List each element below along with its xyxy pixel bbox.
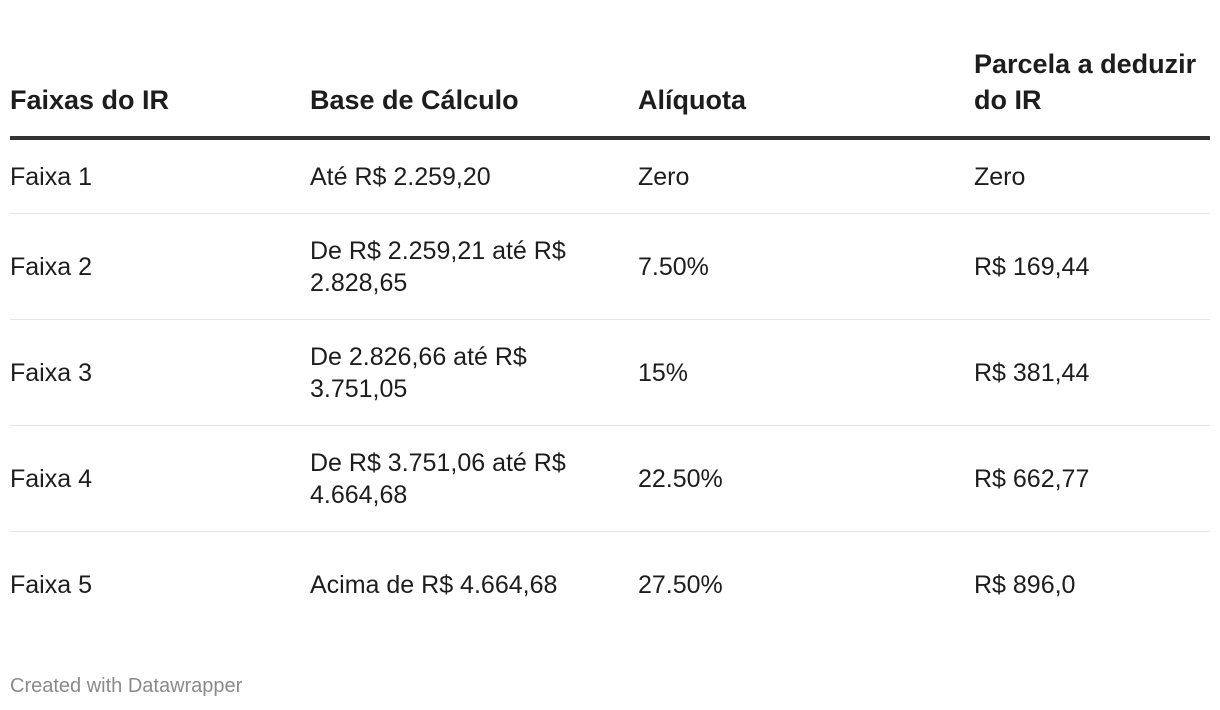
cell-faixa: Faixa 4 bbox=[10, 425, 310, 532]
tax-bracket-table: Faixas do IR Base de Cálculo Alíquota Pa… bbox=[10, 46, 1210, 637]
cell-text: R$ 169,44 bbox=[974, 252, 1090, 281]
cell-aliquota: 7.50% bbox=[638, 213, 974, 320]
cell-aliquota: 27.50% bbox=[638, 532, 974, 638]
cell-faixa: Faixa 3 bbox=[10, 319, 310, 426]
cell-base: Acima de R$ 4.664,68 bbox=[310, 532, 638, 638]
table-row: Faixa 1 Até R$ 2.259,20 Zero Zero bbox=[10, 138, 1210, 214]
cell-text: Zero bbox=[974, 162, 1026, 191]
cell-base: Até R$ 2.259,20 bbox=[310, 138, 638, 214]
cell-base: De R$ 2.259,21 até R$ 2.828,65 bbox=[310, 213, 638, 320]
cell-text: Zero bbox=[638, 162, 690, 191]
table-header: Faixas do IR Base de Cálculo Alíquota Pa… bbox=[10, 46, 1210, 140]
cell-faixa: Faixa 1 bbox=[10, 138, 310, 214]
header-row: Faixas do IR Base de Cálculo Alíquota Pa… bbox=[10, 46, 1210, 140]
cell-parcela: Zero bbox=[974, 138, 1210, 214]
table-row: Faixa 3 De 2.826,66 até R$ 3.751,05 15% … bbox=[10, 319, 1210, 426]
cell-parcela: R$ 381,44 bbox=[974, 319, 1210, 426]
cell-text: Faixa 1 bbox=[10, 162, 92, 191]
datawrapper-credit: Created with Datawrapper bbox=[10, 675, 243, 697]
cell-text: De R$ 2.259,21 até R$ 2.828,65 bbox=[310, 236, 566, 297]
cell-parcela: R$ 662,77 bbox=[974, 425, 1210, 532]
cell-text: Faixa 4 bbox=[10, 464, 92, 493]
cell-text: Acima de R$ 4.664,68 bbox=[310, 570, 558, 599]
cell-text: De 2.826,66 até R$ 3.751,05 bbox=[310, 342, 527, 403]
cell-parcela: R$ 896,0 bbox=[974, 532, 1210, 638]
cell-base: De 2.826,66 até R$ 3.751,05 bbox=[310, 319, 638, 426]
column-header-parcela-a-deduzir: Parcela a deduzir do IR bbox=[974, 46, 1210, 140]
cell-base: De R$ 3.751,06 até R$ 4.664,68 bbox=[310, 425, 638, 532]
table-row: Faixa 4 De R$ 3.751,06 até R$ 4.664,68 2… bbox=[10, 425, 1210, 532]
cell-text: 7.50% bbox=[638, 252, 709, 281]
column-header-aliquota: Alíquota bbox=[638, 46, 974, 140]
table-row: Faixa 2 De R$ 2.259,21 até R$ 2.828,65 7… bbox=[10, 213, 1210, 320]
cell-text: Faixa 3 bbox=[10, 358, 92, 387]
cell-text: 22.50% bbox=[638, 464, 723, 493]
table-body: Faixa 1 Até R$ 2.259,20 Zero Zero Faixa … bbox=[10, 138, 1210, 637]
cell-aliquota: 22.50% bbox=[638, 425, 974, 532]
column-header-faixas: Faixas do IR bbox=[10, 46, 310, 140]
cell-text: 15% bbox=[638, 358, 689, 387]
cell-faixa: Faixa 2 bbox=[10, 213, 310, 320]
cell-faixa: Faixa 5 bbox=[10, 532, 310, 638]
cell-text: R$ 896,0 bbox=[974, 570, 1076, 599]
cell-text: De R$ 3.751,06 até R$ 4.664,68 bbox=[310, 448, 566, 509]
cell-aliquota: Zero bbox=[638, 138, 974, 214]
tax-bracket-table-container: Faixas do IR Base de Cálculo Alíquota Pa… bbox=[10, 46, 1210, 637]
table-row: Faixa 5 Acima de R$ 4.664,68 27.50% R$ 8… bbox=[10, 532, 1210, 638]
cell-parcela: R$ 169,44 bbox=[974, 213, 1210, 320]
cell-text: Faixa 2 bbox=[10, 252, 92, 281]
cell-text: R$ 662,77 bbox=[974, 464, 1090, 493]
cell-text: Até R$ 2.259,20 bbox=[310, 162, 491, 191]
column-header-base-de-calculo: Base de Cálculo bbox=[310, 46, 638, 140]
cell-text: Faixa 5 bbox=[10, 570, 92, 599]
cell-text: R$ 381,44 bbox=[974, 358, 1090, 387]
cell-text: 27.50% bbox=[638, 570, 723, 599]
cell-aliquota: 15% bbox=[638, 319, 974, 426]
